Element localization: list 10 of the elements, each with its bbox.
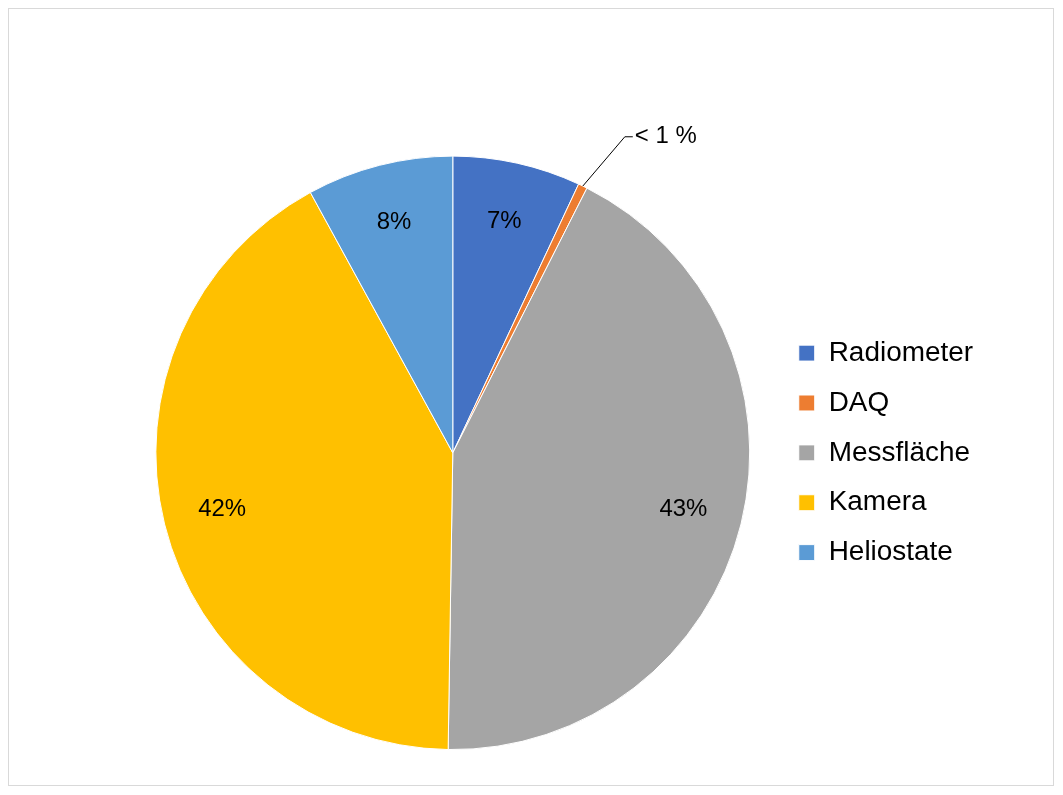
legend-label: Heliostate: [828, 535, 953, 567]
legend-label: DAQ: [828, 385, 890, 417]
legend-label: Kamera: [828, 485, 927, 517]
data-label: 42%: [198, 494, 247, 522]
legend-label: Radiometer: [828, 335, 974, 367]
legend-label: Messfläche: [828, 435, 970, 467]
data-label: < 1 %: [634, 121, 697, 149]
data-label: 7%: [487, 205, 522, 233]
data-label: 43%: [659, 494, 708, 522]
data-label: 8%: [376, 207, 412, 235]
